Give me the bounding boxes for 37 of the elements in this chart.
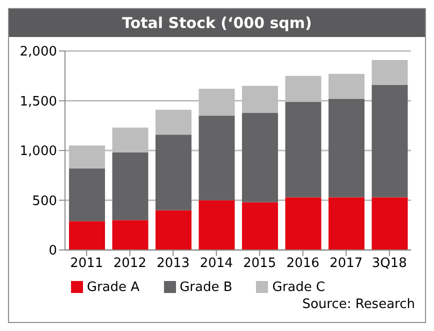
legend-label: Grade C — [272, 280, 326, 295]
bar — [242, 202, 278, 250]
y-tick-label: 0 — [48, 244, 57, 259]
x-tick-label: 2013 — [156, 256, 190, 272]
x-tick-label: 2016 — [286, 256, 320, 272]
x-tick-label: 2011 — [70, 256, 104, 272]
bar — [328, 197, 364, 250]
bar — [69, 221, 105, 250]
bar — [372, 197, 408, 250]
bar — [242, 112, 278, 202]
y-tick-label: 500 — [32, 194, 57, 209]
y-tick-label: 1,500 — [20, 94, 57, 110]
x-tick-label: 2012 — [113, 256, 146, 272]
legend-label: Grade B — [180, 280, 232, 295]
x-tick-label: 2014 — [200, 256, 233, 272]
x-tick-label: 2017 — [330, 256, 363, 272]
x-tick-label: 2015 — [243, 256, 276, 272]
bar — [328, 74, 364, 99]
bar — [285, 102, 322, 198]
bar — [328, 98, 364, 198]
bar — [198, 200, 235, 250]
bar — [156, 110, 192, 135]
legend-label: Grade A — [86, 280, 140, 295]
bar — [112, 152, 148, 220]
bar — [372, 60, 408, 85]
y-tick-label: 2,000 — [20, 44, 57, 60]
bar — [198, 116, 235, 200]
bar — [285, 197, 322, 250]
bar — [112, 220, 148, 250]
y-tick-label: 1,000 — [20, 144, 57, 160]
x-tick-label: 3Q18 — [372, 256, 407, 272]
bar — [156, 210, 192, 250]
source-note: Source: Research — [301, 297, 416, 312]
bar — [156, 134, 192, 210]
bar — [69, 168, 105, 222]
chart-title: Total Stock (‘000 sqm) — [9, 9, 425, 37]
bar — [372, 84, 408, 198]
